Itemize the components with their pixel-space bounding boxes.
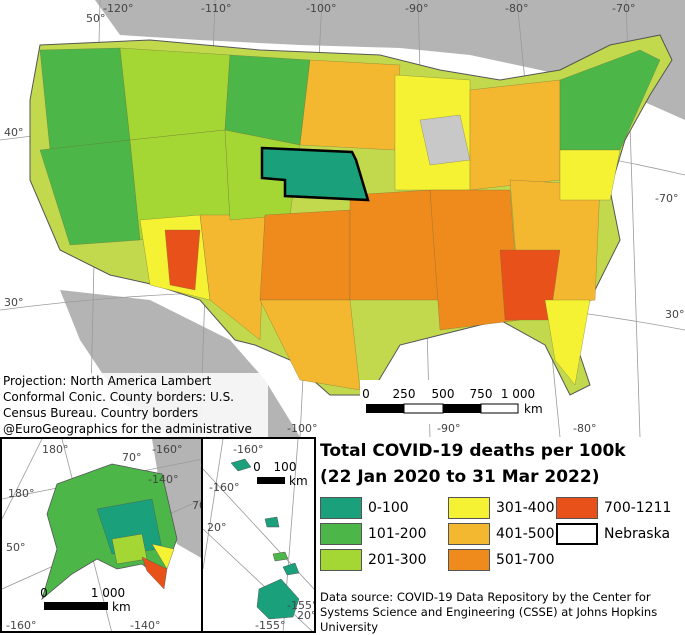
- legend-label: 700-1211: [604, 500, 672, 516]
- ak-label-50: 50°: [6, 541, 26, 554]
- hawaii-scale-bar: 0 100 km: [253, 460, 307, 488]
- lat-label-40: 40°: [4, 126, 24, 139]
- hi-label-155: -155°: [287, 599, 314, 612]
- legend-panel: Total COVID-19 deaths per 100k (22 Jan 2…: [316, 437, 685, 633]
- kauai-island: [230, 458, 252, 472]
- lon-label-90: -90°: [405, 2, 428, 15]
- ak-label-140-bottom: -140°: [130, 619, 160, 632]
- oahu-island: [264, 516, 280, 528]
- ak-label-180-left: 180°: [8, 487, 35, 500]
- legend-item-501-700: 501-700: [448, 549, 555, 571]
- legend-label: 0-100: [368, 500, 409, 516]
- lon-label-120: -120°: [103, 2, 133, 15]
- alaska-inset: 180° -160° 180° 70° -140° 70° 50° -160° …: [0, 437, 203, 633]
- data-source-note: Data source: COVID-19 Data Repository by…: [320, 590, 658, 634]
- ak-label-140: -140°: [148, 473, 178, 486]
- legend-item-301-400: 301-400: [448, 497, 555, 519]
- ak-label-160-top: -160°: [152, 443, 182, 456]
- ak-label-160-bottom: -160°: [6, 619, 36, 632]
- legend-swatch: [448, 497, 490, 519]
- legend-swatch: [320, 523, 362, 545]
- legend-item-101-200: 101-200: [320, 523, 427, 545]
- lat-label-right-70: -70°: [655, 192, 678, 205]
- legend-title-line1: Total COVID-19 deaths per 100k: [320, 441, 626, 461]
- legend-item-401-500: 401-500: [448, 523, 555, 545]
- hi-label-20-left: 20°: [207, 521, 227, 534]
- lon-bottom-80: -80°: [573, 422, 596, 435]
- alaska-graticule-labels: 180° -160° 180° 70° -140° 70° 50° -160° …: [6, 443, 203, 632]
- hawaii-island: [256, 578, 300, 620]
- hi-scale-0: 0: [253, 460, 261, 474]
- lon-bottom-90: -90°: [437, 422, 460, 435]
- ak-label-180-top: 180°: [42, 443, 69, 456]
- legend-label: 301-400: [496, 500, 555, 516]
- ak-scale-1000: 1 000: [91, 586, 125, 600]
- legend-label: 201-300: [368, 552, 427, 568]
- hawaii-inset: -160° -160° 20° -155° -155° 20° 0 100 km: [203, 437, 316, 633]
- legend-title-line2: (22 Jan 2020 to 31 Mar 2022): [320, 467, 600, 487]
- legend-label: 401-500: [496, 526, 555, 542]
- canada-land-inset: [152, 439, 201, 558]
- legend-item-nebraska: Nebraska: [556, 523, 670, 545]
- lon-label-50: 50°: [86, 12, 106, 25]
- lat-label-30: 30°: [4, 296, 24, 309]
- lon-label-70: -70°: [612, 2, 635, 15]
- hi-label-155-bottom: -155°: [255, 619, 285, 632]
- hi-scale-unit: km: [289, 474, 308, 488]
- hi-label-160-left: -160°: [209, 481, 239, 494]
- scale-tick-1000: 1 000: [501, 387, 535, 401]
- hi-label-20-right: 20°: [297, 609, 314, 622]
- main-scale-bar: 0 250 500 750 1 000 km: [360, 380, 550, 424]
- conus-map-svg: 50° -120° -110° -100° -90° -80° -70° 40°…: [0, 0, 685, 437]
- legend-swatch: [320, 549, 362, 571]
- legend-label: 501-700: [496, 552, 555, 568]
- legend-label: Nebraska: [604, 526, 671, 542]
- legend-item-0-100: 0-100: [320, 497, 409, 519]
- ak-label-70-top: 70°: [122, 451, 142, 464]
- legend-swatch: [448, 523, 490, 545]
- canada-land: [95, 0, 685, 120]
- hi-scale-100: 100: [274, 460, 297, 474]
- legend-label: 101-200: [368, 526, 427, 542]
- scale-tick-250: 250: [393, 387, 416, 401]
- lon-bottom-100: -100°: [287, 422, 317, 435]
- hawaii-graticule-labels: -160° -160° 20° -155° -155° 20°: [207, 443, 314, 632]
- molokai-island: [272, 551, 289, 562]
- ak-label-70-right: 70°: [192, 499, 203, 512]
- legend-item-700-1211: 700-1211: [556, 497, 671, 519]
- legend-swatch: [320, 497, 362, 519]
- legend-item-201-300: 201-300: [320, 549, 427, 571]
- graticule-labels: 50° -120° -110° -100° -90° -80° -70° 40°…: [4, 2, 685, 435]
- legend-swatch: [448, 549, 490, 571]
- projection-note: Projection: North America Lambert Confor…: [3, 373, 268, 437]
- main-map: 50° -120° -110° -100° -90° -80° -70° 40°…: [0, 0, 685, 437]
- scale-tick-750: 750: [470, 387, 493, 401]
- scale-tick-0: 0: [362, 387, 370, 401]
- lon-label-80: -80°: [505, 2, 528, 15]
- ak-scale-0: 0: [40, 586, 48, 600]
- hi-label-160-top: -160°: [233, 443, 263, 456]
- legend-swatch: [556, 497, 598, 519]
- lon-label-110: -110°: [201, 2, 231, 15]
- alaska-map-svg: 180° -160° 180° 70° -140° 70° 50° -160° …: [2, 439, 203, 632]
- legend-swatch: [556, 523, 598, 545]
- lon-label-100: -100°: [306, 2, 336, 15]
- ak-scale-unit: km: [112, 600, 131, 614]
- lat-label-right-30: 30°: [665, 308, 685, 321]
- hawaii-map-svg: -160° -160° 20° -155° -155° 20° 0 100 km: [203, 439, 314, 632]
- nebraska-outline: [260, 146, 370, 202]
- maui-island: [282, 562, 300, 576]
- scale-tick-500: 500: [432, 387, 455, 401]
- alaska-scale-bar: 0 1 000 km: [40, 586, 130, 614]
- scale-unit: km: [524, 402, 543, 416]
